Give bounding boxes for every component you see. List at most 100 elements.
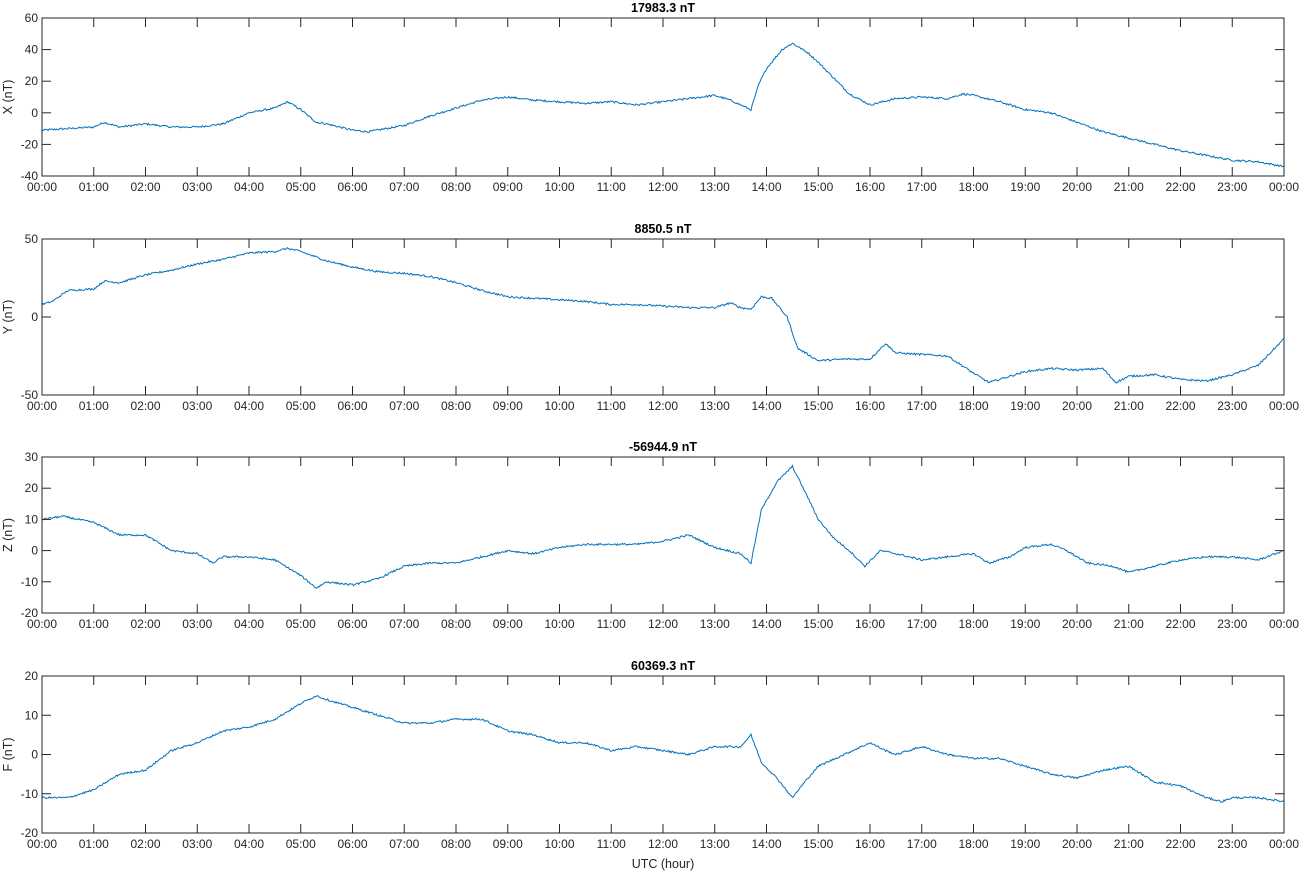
y-tick-label: 30 (25, 450, 39, 464)
y-tick-label: 40 (25, 43, 39, 57)
y-tick-label: -10 (21, 787, 39, 801)
x-tick-label: 20:00 (1062, 399, 1092, 413)
x-tick-label: 06:00 (337, 617, 367, 631)
x-tick-label: 20:00 (1062, 617, 1092, 631)
x-tick-label: 23:00 (1217, 837, 1247, 851)
x-tick-label: 04:00 (234, 837, 264, 851)
x-tick-label: 11:00 (597, 837, 626, 851)
x-tick-label: 03:00 (182, 180, 212, 194)
x-axis-label: UTC (hour) (632, 857, 695, 871)
x-tick-label: 13:00 (700, 617, 730, 631)
x-tick-label: 14:00 (751, 617, 781, 631)
x-tick-label: 17:00 (907, 180, 937, 194)
x-tick-label: 07:00 (389, 837, 419, 851)
y-tick-label: -50 (21, 388, 39, 402)
series-line (41, 464, 1285, 589)
x-tick-label: 00:00 (1269, 180, 1299, 194)
x-tick-label: 18:00 (958, 399, 988, 413)
x-tick-label: 09:00 (493, 399, 523, 413)
panel-2: 00:00 01:00 02:00 03:00 04:00 05:00 06:00 07:00… (1, 222, 1299, 413)
x-tick-label: 02:00 (130, 180, 160, 194)
x-tick-label: 05:00 (286, 180, 316, 194)
y-tick-label: 0 (31, 106, 38, 120)
x-tick-label: 08:00 (441, 617, 471, 631)
panel-title: 8850.5 nT (635, 222, 692, 236)
x-tick-label: 09:00 (493, 837, 523, 851)
panel-3: 00:00 01:00 02:00 03:00 04:00 05:00 06:00 07:00… (1, 440, 1299, 631)
y-tick-label: 20 (25, 669, 39, 683)
x-tick-label: 21:00 (1114, 399, 1144, 413)
y-tick-label: -20 (21, 606, 39, 620)
x-tick-label: 03:00 (182, 617, 212, 631)
x-tick-label: 21:00 (1114, 617, 1144, 631)
axes-box (41, 17, 1285, 177)
x-tick-label: 06:00 (337, 180, 367, 194)
x-tick-label: 07:00 (389, 617, 419, 631)
y-tick-label: 60 (25, 11, 39, 25)
x-tick-label: 04:00 (234, 617, 264, 631)
x-tick-label: 02:00 (130, 399, 160, 413)
y-tick-label: 20 (25, 74, 39, 88)
x-tick-label: 18:00 (958, 617, 988, 631)
y-tick-label: 20 (25, 481, 39, 495)
x-tick-label: 08:00 (441, 837, 471, 851)
x-tick-label: 09:00 (493, 617, 523, 631)
y-tick-label: -20 (21, 137, 39, 151)
x-tick-label: 13:00 (700, 180, 730, 194)
x-tick-label: 21:00 (1114, 180, 1144, 194)
panel-title: -56944.9 nT (629, 440, 697, 454)
x-tick-label: 11:00 (597, 617, 626, 631)
series-line (41, 695, 1285, 803)
x-tick-label: 02:00 (130, 617, 160, 631)
x-tick-label: 03:00 (182, 837, 212, 851)
x-tick-label: 16:00 (855, 837, 885, 851)
x-tick-label: 15:00 (803, 617, 833, 631)
x-tick-label: 19:00 (1010, 837, 1040, 851)
x-tick-label: 00:00 (1269, 399, 1299, 413)
x-tick-label: 00:00 (1269, 617, 1299, 631)
x-tick-label: 05:00 (286, 617, 316, 631)
y-tick-label: 0 (31, 310, 38, 324)
x-tick-label: 10:00 (544, 180, 574, 194)
y-tick-label: 0 (31, 748, 38, 762)
x-tick-label: 00:00 (27, 837, 57, 851)
x-tick-label: 02:00 (130, 837, 160, 851)
x-tick-label: 16:00 (855, 180, 885, 194)
x-tick-label: 10:00 (544, 617, 574, 631)
y-axis-label: X (nT) (1, 80, 15, 115)
x-tick-label: 01:00 (79, 399, 109, 413)
x-tick-label: 18:00 (958, 180, 988, 194)
x-tick-label: 14:00 (751, 837, 781, 851)
x-tick-label: 18:00 (958, 837, 988, 851)
x-tick-label: 06:00 (337, 837, 367, 851)
x-tick-label: 10:00 (544, 399, 574, 413)
x-tick-label: 19:00 (1010, 617, 1040, 631)
x-tick-label: 07:00 (389, 399, 419, 413)
y-tick-label: 10 (25, 512, 39, 526)
y-axis-label: Y (nT) (1, 300, 15, 335)
x-tick-label: 12:00 (648, 837, 678, 851)
x-tick-label: 14:00 (751, 399, 781, 413)
x-tick-label: 14:00 (751, 180, 781, 194)
x-tick-label: 16:00 (855, 399, 885, 413)
axes-box (41, 456, 1285, 614)
x-tick-label: 04:00 (234, 180, 264, 194)
x-tick-label: 11:00 (597, 180, 626, 194)
x-tick-label: 19:00 (1010, 399, 1040, 413)
x-tick-label: 00:00 (1269, 837, 1299, 851)
x-tick-label: 00:00 (27, 399, 57, 413)
panel-4: 00:00 01:00 02:00 03:00 04:00 05:00 06:00 07:00… (1, 659, 1299, 851)
y-tick-label: -40 (21, 169, 39, 183)
x-tick-label: 23:00 (1217, 180, 1247, 194)
x-tick-label: 22:00 (1165, 617, 1195, 631)
x-tick-label: 03:00 (182, 399, 212, 413)
panel-1: 00:00 01:00 02:00 03:00 04:00 05:00 06:00 07:00… (1, 1, 1299, 194)
x-tick-label: 23:00 (1217, 617, 1247, 631)
x-tick-label: 22:00 (1165, 837, 1195, 851)
x-tick-label: 13:00 (700, 399, 730, 413)
x-tick-label: 01:00 (79, 837, 109, 851)
x-tick-label: 21:00 (1114, 837, 1144, 851)
x-tick-label: 22:00 (1165, 180, 1195, 194)
x-tick-label: 19:00 (1010, 180, 1040, 194)
